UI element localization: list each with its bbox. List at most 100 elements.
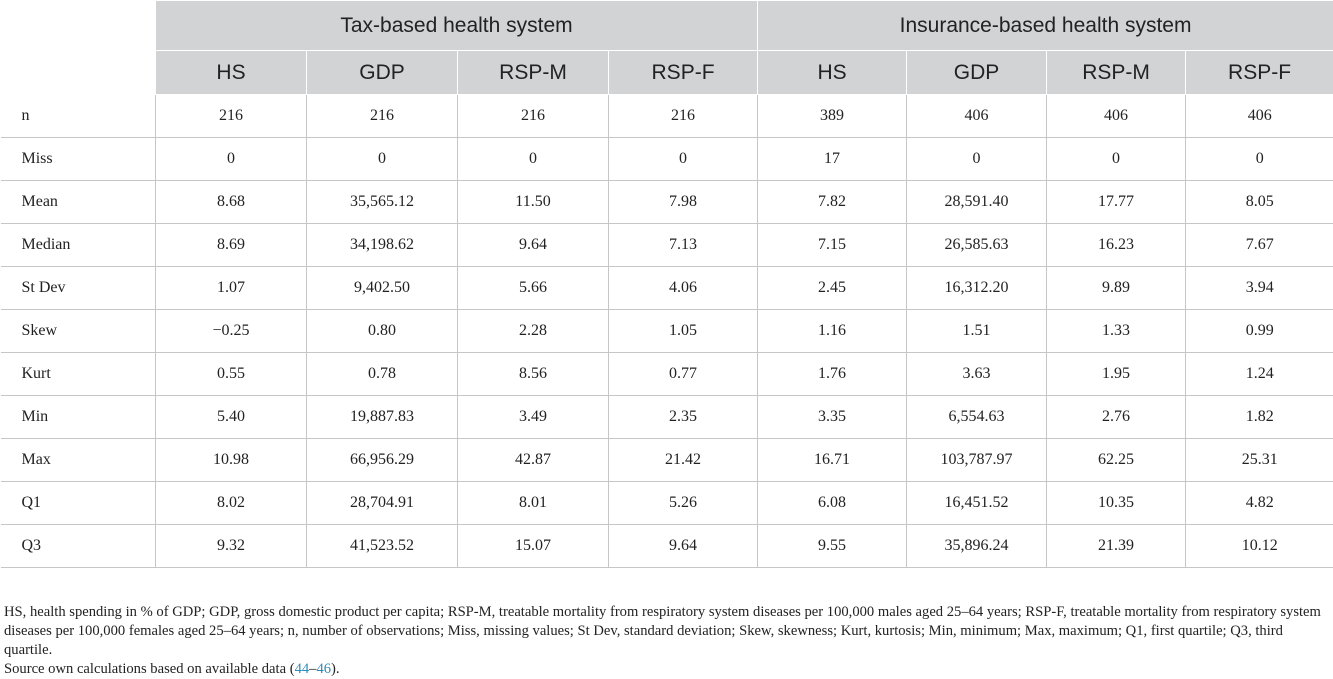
table-cell: 1.82 — [1186, 396, 1333, 439]
table-cell: 11.50 — [458, 181, 609, 224]
table-cell: 8.69 — [156, 224, 307, 267]
table-cell: 103,787.97 — [907, 439, 1047, 482]
column-header-tax-gdp: GDP — [307, 51, 458, 95]
table-cell: 1.24 — [1186, 353, 1333, 396]
table-cell: 8.05 — [1186, 181, 1333, 224]
table-cell: 2.28 — [458, 310, 609, 353]
table-cell: 0 — [156, 138, 307, 181]
table-cell: 8.02 — [156, 482, 307, 525]
row-label: Max — [1, 439, 156, 482]
table-cell: 10.98 — [156, 439, 307, 482]
table-cell: 216 — [307, 95, 458, 138]
table-cell: 1.33 — [1047, 310, 1186, 353]
row-label: Skew — [1, 310, 156, 353]
corner-cell — [1, 51, 156, 95]
table-cell: 9.64 — [458, 224, 609, 267]
table-cell: 0 — [907, 138, 1047, 181]
table-cell: 16.71 — [758, 439, 907, 482]
table-cell: 9.64 — [609, 525, 758, 568]
table-cell: 3.94 — [1186, 267, 1333, 310]
table-cell: 16,312.20 — [907, 267, 1047, 310]
row-label: Q1 — [1, 482, 156, 525]
table-cell: 1.16 — [758, 310, 907, 353]
table-cell: 10.35 — [1047, 482, 1186, 525]
table-cell: 66,956.29 — [307, 439, 458, 482]
table-cell: 1.07 — [156, 267, 307, 310]
column-header-insurance-gdp: GDP — [907, 51, 1047, 95]
table-cell: 0.78 — [307, 353, 458, 396]
table-cell: 8.01 — [458, 482, 609, 525]
table-cell: 9.89 — [1047, 267, 1186, 310]
table-cell: −0.25 — [156, 310, 307, 353]
table-cell: 216 — [609, 95, 758, 138]
table-cell: 62.25 — [1047, 439, 1186, 482]
table-cell: 16.23 — [1047, 224, 1186, 267]
table-cell: 216 — [156, 95, 307, 138]
table-cell: 4.06 — [609, 267, 758, 310]
table-cell: 0 — [1186, 138, 1333, 181]
table-cell: 34,198.62 — [307, 224, 458, 267]
column-header-tax-hs: HS — [156, 51, 307, 95]
row-label: Median — [1, 224, 156, 267]
table-cell: 0.80 — [307, 310, 458, 353]
source-closing: ). — [331, 661, 340, 677]
table-cell: 35,896.24 — [907, 525, 1047, 568]
table-cell: 7.67 — [1186, 224, 1333, 267]
table-cell: 2.76 — [1047, 396, 1186, 439]
column-header-insurance-hs: HS — [758, 51, 907, 95]
table-cell: 2.45 — [758, 267, 907, 310]
table-cell: 16,451.52 — [907, 482, 1047, 525]
reference-link-end[interactable]: 46 — [316, 661, 331, 677]
row-label: Mean — [1, 181, 156, 224]
table-cell: 406 — [1186, 95, 1333, 138]
table-cell: 28,704.91 — [307, 482, 458, 525]
source-text: Source own calculations based on availab… — [4, 661, 295, 677]
table-cell: 7.15 — [758, 224, 907, 267]
corner-cell — [1, 1, 156, 51]
table-cell: 9.32 — [156, 525, 307, 568]
row-label: Q3 — [1, 525, 156, 568]
table-cell: 1.51 — [907, 310, 1047, 353]
table-cell: 42.87 — [458, 439, 609, 482]
table-cell: 7.13 — [609, 224, 758, 267]
table-cell: 9,402.50 — [307, 267, 458, 310]
table-cell: 28,591.40 — [907, 181, 1047, 224]
column-header-insurance-rsp-m: RSP-M — [1047, 51, 1186, 95]
row-label: Kurt — [1, 353, 156, 396]
table-footnote: HS, health spending in % of GDP; GDP, gr… — [4, 603, 1330, 679]
table-cell: 1.76 — [758, 353, 907, 396]
table-cell: 17 — [758, 138, 907, 181]
table-cell: 0.55 — [156, 353, 307, 396]
table-cell: 5.40 — [156, 396, 307, 439]
table-cell: 406 — [1047, 95, 1186, 138]
group-header-tax: Tax-based health system — [156, 1, 758, 51]
table-cell: 6,554.63 — [907, 396, 1047, 439]
table-cell: 5.26 — [609, 482, 758, 525]
table-cell: 17.77 — [1047, 181, 1186, 224]
table-cell: 0.77 — [609, 353, 758, 396]
table-cell: 406 — [907, 95, 1047, 138]
column-header-tax-rsp-f: RSP-F — [609, 51, 758, 95]
table-cell: 25.31 — [1186, 439, 1333, 482]
table-cell: 26,585.63 — [907, 224, 1047, 267]
table-cell: 389 — [758, 95, 907, 138]
table-cell: 9.55 — [758, 525, 907, 568]
table-cell: 1.95 — [1047, 353, 1186, 396]
statistics-table: Tax-based health system Insurance-based … — [0, 0, 1333, 568]
table-cell: 0 — [307, 138, 458, 181]
reference-link-start[interactable]: 44 — [295, 661, 310, 677]
table-cell: 4.82 — [1186, 482, 1333, 525]
table-cell: 6.08 — [758, 482, 907, 525]
source-note: Source own calculations based on availab… — [4, 660, 1330, 679]
row-label: St Dev — [1, 267, 156, 310]
table-cell: 1.05 — [609, 310, 758, 353]
abbreviations-note: HS, health spending in % of GDP; GDP, gr… — [4, 603, 1330, 660]
table-cell: 0 — [458, 138, 609, 181]
table-cell: 21.42 — [609, 439, 758, 482]
